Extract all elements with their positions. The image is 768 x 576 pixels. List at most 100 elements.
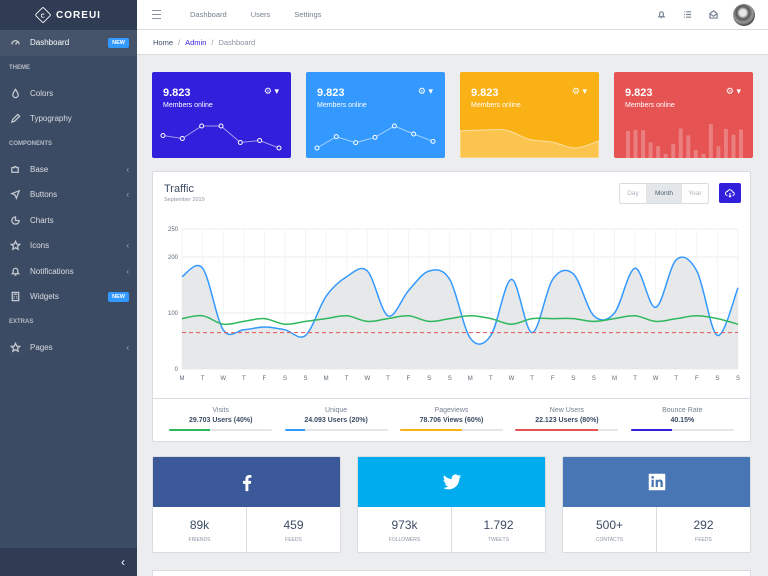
range-month-button[interactable]: Month bbox=[646, 184, 682, 203]
x-tick-label: S bbox=[736, 376, 740, 382]
bell-icon bbox=[9, 265, 21, 277]
widget-point bbox=[333, 134, 339, 140]
x-tick-label: M bbox=[612, 376, 617, 382]
widget-value: 9.823 bbox=[317, 87, 345, 99]
list-icon[interactable] bbox=[681, 9, 693, 21]
widget-text: Members online bbox=[317, 102, 367, 109]
brand[interactable]: COREUI bbox=[0, 0, 137, 30]
widget-card: 9.823 Members online ⚙ ▾ bbox=[614, 72, 753, 158]
breadcrumb-home[interactable]: Home bbox=[153, 37, 174, 47]
location-dropdown-icon[interactable]: ⚙ ▾ bbox=[417, 86, 433, 96]
sidebar-item-colors[interactable]: Colors bbox=[0, 81, 137, 107]
social-card-linkedin: 500+ contacts 292 feeds bbox=[562, 456, 751, 553]
stat-value: 24.093 Users (20%) bbox=[304, 417, 368, 424]
widget-bar bbox=[723, 128, 728, 158]
card-subtitle: September 2019 bbox=[164, 197, 205, 203]
range-button-group: Day Month Year bbox=[619, 183, 709, 204]
header-link-users[interactable]: Users bbox=[250, 10, 271, 19]
envelope-open-icon[interactable] bbox=[707, 9, 719, 21]
x-tick-label: T bbox=[386, 376, 390, 382]
x-tick-label: W bbox=[653, 376, 659, 382]
sidebar-item-charts[interactable]: Charts bbox=[0, 208, 137, 234]
stat-progress bbox=[515, 429, 619, 431]
puzzle-icon bbox=[9, 163, 21, 175]
gear-dropdown-icon[interactable]: ⚙ ▾ bbox=[571, 86, 587, 96]
x-tick-label: S bbox=[571, 376, 575, 382]
x-tick-label: W bbox=[364, 376, 370, 382]
series-area bbox=[182, 257, 738, 369]
stat-label: New Users bbox=[549, 407, 585, 414]
facebook-icon bbox=[242, 474, 251, 492]
traffic-stat: Visits 29.703 Users (40%) bbox=[163, 399, 278, 442]
widget-value: 9.823 bbox=[163, 87, 191, 99]
chevron-left-icon: ‹ bbox=[126, 164, 129, 174]
x-tick-label: W bbox=[220, 376, 226, 382]
sidebar-item-label: Typography bbox=[30, 114, 72, 124]
chevron-left-icon: ‹ bbox=[126, 190, 129, 200]
sidebar: COREUI Dashboard NEW THEME Colors Typography… bbox=[0, 0, 137, 576]
gear-dropdown-icon[interactable]: ⚙ ▾ bbox=[263, 86, 279, 96]
y-tick-label: 100 bbox=[168, 311, 179, 317]
widget-card: 9.823 Members online ⚙ ▾ bbox=[460, 72, 599, 158]
widget-card: 9.823 Members online ⚙ ▾ bbox=[306, 72, 445, 158]
sidebar-item-label: Buttons bbox=[30, 190, 58, 200]
range-year-button[interactable]: Year bbox=[688, 190, 702, 197]
sidebar-minimizer[interactable]: ‹ bbox=[0, 548, 137, 576]
widget-bar bbox=[708, 124, 713, 158]
header-link-settings[interactable]: Settings bbox=[294, 10, 322, 19]
menu-toggler-icon[interactable] bbox=[152, 10, 167, 19]
header-link-dashboard[interactable]: Dashboard bbox=[190, 10, 227, 19]
brand-name: COREUI bbox=[56, 9, 101, 21]
stat-progress-fill bbox=[515, 429, 598, 431]
widget-bar bbox=[701, 153, 706, 158]
widget-bar bbox=[671, 144, 676, 158]
widget-bar bbox=[633, 129, 638, 158]
bell-icon[interactable] bbox=[655, 9, 667, 21]
sidebar-item-label: Charts bbox=[30, 215, 54, 225]
traffic-stat: New Users 22.123 Users (80%) bbox=[509, 399, 624, 442]
drop-icon bbox=[9, 87, 21, 99]
widget-bar bbox=[663, 153, 668, 158]
sidebar-item-base[interactable]: Base ‹ bbox=[0, 157, 137, 183]
calculator-icon bbox=[9, 291, 21, 303]
widget-bar bbox=[656, 146, 661, 158]
widget-point bbox=[391, 123, 397, 129]
series-line bbox=[181, 256, 739, 345]
stat-progress bbox=[400, 429, 504, 431]
download-button[interactable] bbox=[719, 183, 741, 203]
x-tick-label: T bbox=[674, 376, 678, 382]
traffic-stats: Visits 29.703 Users (40%) Unique 24.093 Use… bbox=[153, 398, 750, 442]
sidebar-item-icons[interactable]: Icons ‹ bbox=[0, 233, 137, 259]
breadcrumb-admin[interactable]: Admin bbox=[185, 37, 207, 47]
widget-text: Members online bbox=[471, 102, 521, 109]
social-left-label: followers bbox=[388, 537, 421, 543]
sidebar-item-notifications[interactable]: Notifications ‹ bbox=[0, 259, 137, 285]
stat-progress-fill bbox=[284, 429, 306, 431]
sidebar-item-dashboard[interactable]: Dashboard NEW bbox=[0, 30, 137, 56]
gear-dropdown-icon[interactable]: ⚙ ▾ bbox=[725, 86, 741, 96]
sidebar-item-label: Notifications bbox=[30, 266, 74, 276]
x-tick-label: T bbox=[530, 376, 534, 382]
social-right-value: 292 bbox=[693, 518, 714, 532]
avatar[interactable] bbox=[733, 3, 755, 26]
x-tick-label: T bbox=[345, 376, 349, 382]
widget-chart bbox=[160, 123, 282, 151]
sidebar-item-pages[interactable]: Pages ‹ bbox=[0, 335, 137, 361]
widget-text: Members online bbox=[625, 102, 675, 109]
sidebar-item-buttons[interactable]: Buttons ‹ bbox=[0, 182, 137, 208]
social-right-value: 1.792 bbox=[483, 518, 514, 532]
stat-progress-fill bbox=[630, 429, 673, 431]
sidebar-item-typography[interactable]: Typography bbox=[0, 106, 137, 132]
x-tick-label: F bbox=[407, 376, 411, 382]
stat-value: 22.123 Users (80%) bbox=[535, 417, 599, 424]
x-tick-label: F bbox=[551, 376, 555, 382]
range-day-button[interactable]: Day bbox=[627, 190, 639, 197]
header: Dashboard Users Settings bbox=[137, 0, 768, 30]
twitter-icon bbox=[442, 474, 461, 490]
widget-bar bbox=[739, 129, 743, 158]
social-right-label: feeds bbox=[285, 537, 302, 543]
traffic-stat: Pageviews 78.706 Views (60%) bbox=[394, 399, 509, 442]
widget-chart bbox=[314, 123, 436, 151]
cursor-icon bbox=[9, 189, 21, 201]
sidebar-item-widgets[interactable]: Widgets NEW bbox=[0, 284, 137, 310]
